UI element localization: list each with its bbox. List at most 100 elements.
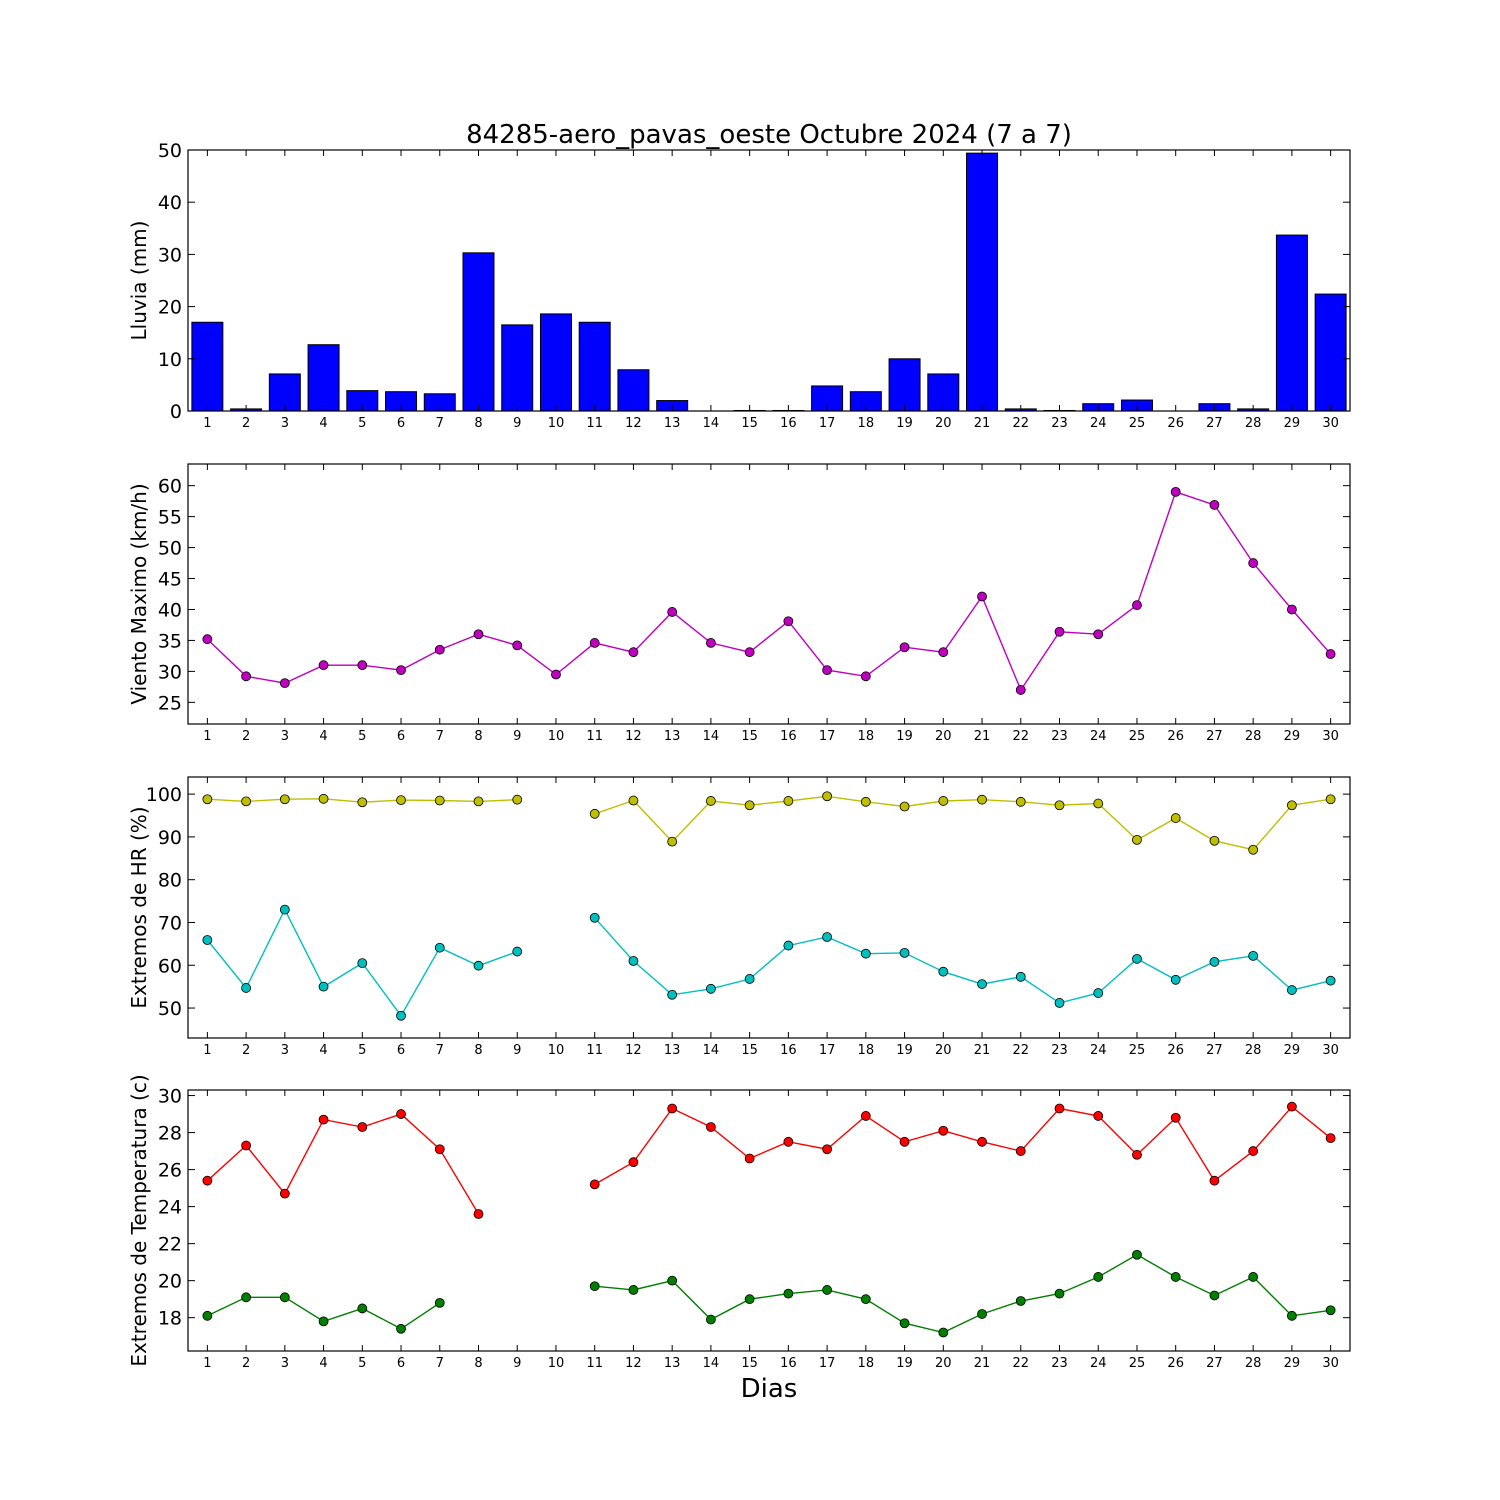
x-tick-label: 2	[242, 1043, 250, 1058]
x-tick-label: 3	[281, 416, 289, 431]
bar-day-29	[1275, 234, 1308, 412]
series-1-point-day-2	[241, 1292, 252, 1303]
x-tick-label: 5	[358, 729, 366, 744]
series-0-point-day-2	[241, 671, 252, 682]
x-tick-label: 8	[474, 1356, 482, 1371]
series-0-point-day-27	[1209, 835, 1220, 846]
y-tick-label: 90	[158, 827, 182, 849]
x-tick-label: 20	[935, 1356, 952, 1371]
series-0-point-day-3	[279, 1188, 290, 1199]
series-1-point-day-18	[860, 948, 871, 959]
series-1-point-day-11	[589, 1281, 600, 1292]
x-tick-label: 30	[1322, 729, 1339, 744]
x-tick-label: 26	[1167, 1043, 1184, 1058]
x-tick-label: 19	[896, 416, 913, 431]
bar-day-9	[501, 324, 534, 412]
series-0-point-day-26	[1170, 486, 1181, 497]
x-tick-label: 23	[1051, 1043, 1068, 1058]
x-tick-label: 18	[858, 1356, 875, 1371]
x-tick-label: 23	[1051, 1356, 1068, 1371]
series-0-line-segment-0	[206, 1113, 480, 1215]
series-0-point-day-28	[1248, 558, 1259, 568]
x-tick-label: 15	[741, 416, 758, 431]
series-0-point-day-7	[434, 1144, 445, 1155]
series-0-line-segment-1	[594, 795, 1331, 851]
series-0-point-day-14	[706, 1122, 716, 1132]
series-1-point-day-5	[357, 1303, 368, 1314]
series-0-point-day-17	[822, 665, 832, 676]
x-tick-label: 24	[1090, 1043, 1107, 1058]
series-1-point-day-14	[706, 1314, 716, 1325]
series-0-point-day-30	[1325, 794, 1336, 805]
series-0-point-day-24	[1093, 1111, 1104, 1121]
series-0-point-day-16	[783, 796, 794, 806]
series-1-point-day-20	[938, 1327, 949, 1338]
series-1-point-day-14	[706, 983, 716, 994]
series-0-point-day-26	[1170, 1112, 1181, 1123]
bar-day-30	[1314, 293, 1347, 412]
series-1-point-day-7	[434, 942, 445, 953]
series-0-point-day-18	[860, 1111, 871, 1121]
y-tick-label: 40	[158, 599, 182, 621]
series-0-point-day-16	[783, 616, 794, 627]
series-1-point-day-11	[589, 912, 600, 923]
series-0-point-day-3	[279, 794, 290, 805]
x-tick-label: 22	[1012, 729, 1029, 744]
series-1-point-day-25	[1132, 953, 1142, 964]
panel-frame	[187, 149, 1351, 412]
series-1-point-day-24	[1093, 988, 1104, 998]
x-tick-label: 4	[319, 1043, 327, 1058]
x-tick-label: 12	[625, 416, 642, 431]
series-1-point-day-1	[202, 1310, 213, 1321]
x-tick-label: 28	[1245, 729, 1262, 744]
series-1-point-day-5	[357, 958, 368, 969]
x-tick-label: 30	[1322, 416, 1339, 431]
series-0-point-day-4	[318, 793, 329, 804]
y-tick-label: 30	[158, 244, 182, 266]
y-tick-label: 0	[170, 401, 182, 423]
panel-frame	[187, 1089, 1351, 1352]
x-tick-label: 28	[1245, 1356, 1262, 1371]
series-0-point-day-23	[1054, 800, 1065, 811]
x-tick-label: 23	[1051, 416, 1068, 431]
series-0-point-day-6	[396, 795, 406, 806]
x-tick-label: 25	[1129, 416, 1146, 431]
series-1-point-day-16	[783, 1288, 794, 1299]
x-tick-label: 14	[703, 729, 720, 744]
y-tick-label: 70	[158, 912, 182, 934]
x-tick-label: 22	[1012, 1043, 1029, 1058]
x-tick-label: 30	[1322, 1043, 1339, 1058]
x-tick-label: 12	[625, 1043, 642, 1058]
y-tick-label: 10	[158, 349, 182, 371]
series-0-point-day-14	[706, 638, 716, 648]
x-tick-label: 10	[548, 1043, 565, 1058]
series-0-point-day-22	[1015, 685, 1026, 695]
x-tick-label: 20	[935, 416, 952, 431]
x-tick-label: 28	[1245, 1043, 1262, 1058]
x-tick-label: 20	[935, 1043, 952, 1058]
series-0-point-day-4	[318, 660, 329, 671]
x-tick-label: 24	[1090, 729, 1107, 744]
x-tick-label: 22	[1012, 1356, 1029, 1371]
y-tick-label: 50	[158, 998, 182, 1020]
x-tick-label: 20	[935, 729, 952, 744]
x-tick-label: 10	[548, 729, 565, 744]
series-1-point-day-30	[1325, 1305, 1336, 1316]
series-1-point-day-27	[1209, 1290, 1220, 1301]
series-0-point-day-20	[938, 647, 949, 658]
series-0-point-day-29	[1287, 604, 1297, 615]
series-1-point-day-19	[899, 947, 910, 958]
series-0-point-day-8	[473, 629, 484, 640]
series-1-point-day-20	[938, 966, 949, 977]
series-1-point-day-25	[1132, 1249, 1142, 1260]
x-tick-label: 24	[1090, 416, 1107, 431]
x-tick-label: 28	[1245, 416, 1262, 431]
series-0-point-day-18	[860, 796, 871, 807]
y-tick-label: 50	[158, 538, 182, 560]
series-0-point-day-23	[1054, 626, 1065, 637]
x-tick-label: 27	[1206, 416, 1223, 431]
series-1-point-day-22	[1015, 1296, 1026, 1306]
series-0-point-day-3	[279, 678, 290, 689]
